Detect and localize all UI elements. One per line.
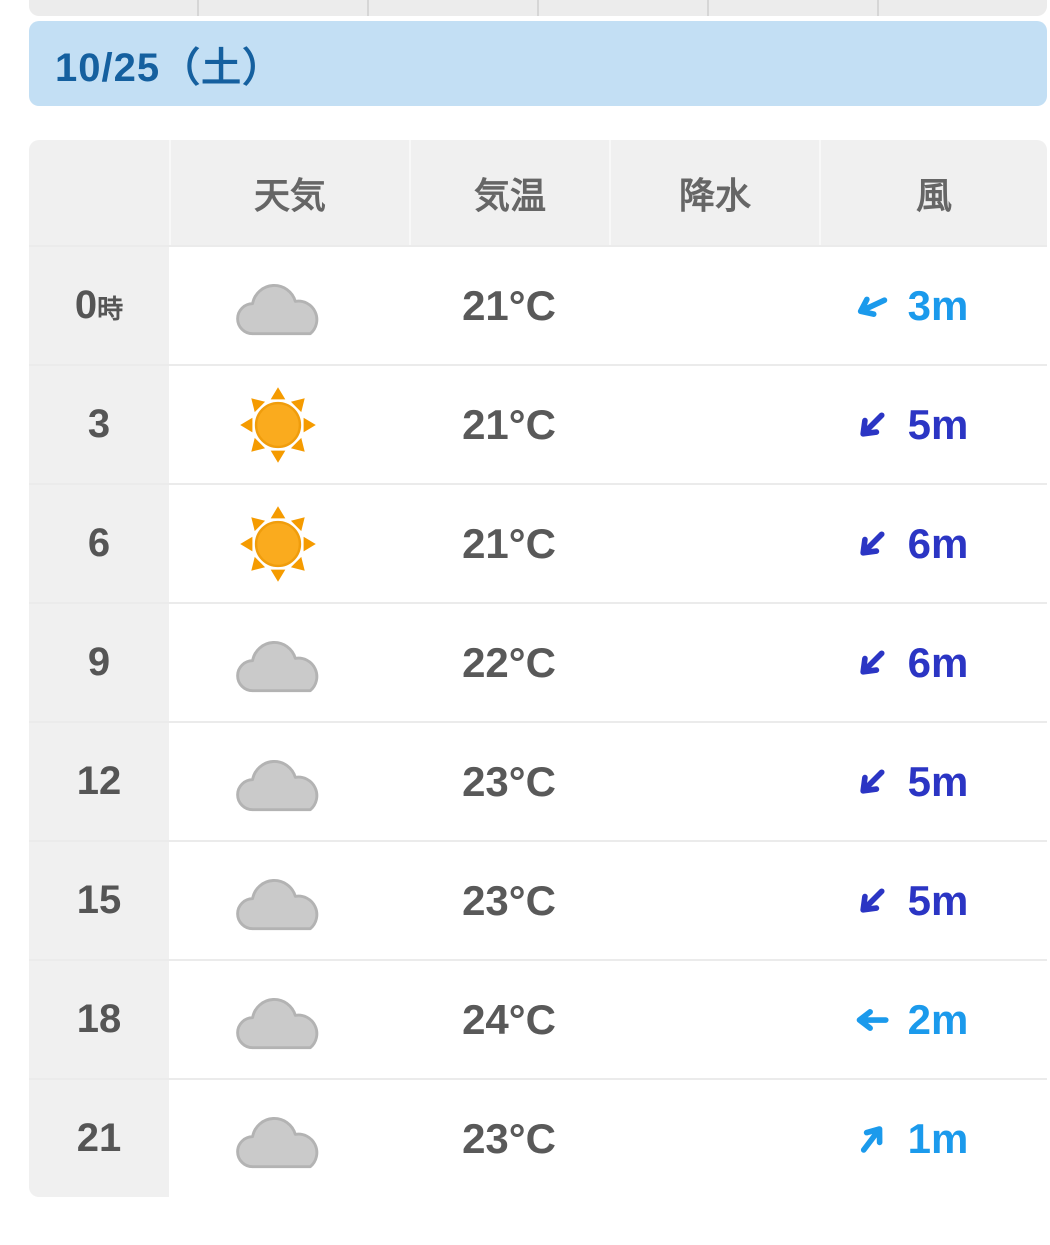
precipitation-value <box>609 366 819 483</box>
header-temperature: 気温 <box>409 140 609 245</box>
temperature-value: 22°C <box>462 638 556 686</box>
hourly-forecast-table: 天気 気温 降水 風 0時 21°C <box>29 140 1047 1197</box>
temperature-value: 23°C <box>462 1114 556 1162</box>
wind-direction-arrow-icon <box>859 530 885 556</box>
header-weather: 天気 <box>169 140 409 245</box>
time-cell: 0時 <box>29 247 169 364</box>
forecast-row: 12 23°C 5m <box>29 721 1047 840</box>
time-label: 21 <box>76 1116 122 1160</box>
time-label: 3 <box>87 402 111 446</box>
cloudy-icon <box>236 997 319 1049</box>
time-label: 9 <box>87 640 111 684</box>
precipitation-value <box>609 485 819 602</box>
wind-cell: 6m <box>819 485 1047 602</box>
precipitation-value <box>609 961 819 1078</box>
forecast-row: 18 24°C 2m <box>29 959 1047 1078</box>
temperature-value: 21°C <box>462 400 556 448</box>
previous-table-cell <box>707 0 877 16</box>
time-cell: 12 <box>29 723 169 840</box>
table-header-row: 天気 気温 降水 風 <box>29 140 1047 245</box>
wind-speed-value: 5m <box>907 876 969 924</box>
previous-table-bottom-edge <box>29 0 1047 16</box>
wind-direction-arrow-icon <box>859 649 885 675</box>
date-label: 10/25（土） <box>55 45 284 90</box>
temperature-value: 23°C <box>462 876 556 924</box>
forecast-row: 15 23°C 5m <box>29 840 1047 959</box>
temperature-value: 23°C <box>462 757 556 805</box>
wind-cell: 5m <box>819 366 1047 483</box>
weather-cell <box>169 604 409 721</box>
header-wind: 風 <box>819 140 1047 245</box>
cloudy-icon <box>236 878 319 930</box>
wind-speed-value: 5m <box>907 400 969 448</box>
time-cell: 6 <box>29 485 169 602</box>
time-label: 18 <box>76 997 122 1041</box>
previous-table-cell <box>197 0 367 16</box>
sunny-icon <box>240 386 316 463</box>
wind-speed-value: 2m <box>907 995 969 1043</box>
wind-cell: 6m <box>819 604 1047 721</box>
wind-direction-arrow-icon <box>860 1125 883 1153</box>
header-precipitation: 降水 <box>609 140 819 245</box>
wind-direction-arrow-icon <box>857 296 887 317</box>
forecast-row: 3 21°C 5m <box>29 364 1047 483</box>
temperature-value: 24°C <box>462 995 556 1043</box>
sunny-icon <box>240 505 316 582</box>
weather-cell <box>169 961 409 1078</box>
wind-direction-arrow-icon <box>856 1008 889 1031</box>
header-time <box>29 140 169 245</box>
time-label: 12 <box>76 759 122 803</box>
weather-cell <box>169 247 409 364</box>
table-body: 0時 21°C 3m <box>29 245 1047 1197</box>
weather-cell <box>169 1080 409 1197</box>
temperature-value: 21°C <box>462 281 556 329</box>
previous-table-cell <box>367 0 537 16</box>
time-label: 6 <box>87 521 111 565</box>
previous-table-cell <box>537 0 707 16</box>
wind-cell: 5m <box>819 842 1047 959</box>
time-cell: 15 <box>29 842 169 959</box>
wind-cell: 2m <box>819 961 1047 1078</box>
cloudy-icon <box>236 283 319 335</box>
time-cell: 3 <box>29 366 169 483</box>
weather-cell <box>169 485 409 602</box>
cloudy-icon <box>236 1116 319 1168</box>
time-label: 0時 <box>74 283 124 327</box>
precipitation-value <box>609 723 819 840</box>
weather-cell <box>169 842 409 959</box>
weather-cell <box>169 723 409 840</box>
wind-direction-arrow-icon <box>859 768 885 794</box>
wind-speed-value: 6m <box>907 519 969 567</box>
date-header: 10/25（土） <box>29 21 1047 106</box>
precipitation-value <box>609 247 819 364</box>
precipitation-value <box>609 842 819 959</box>
wind-cell: 5m <box>819 723 1047 840</box>
precipitation-value <box>609 1080 819 1197</box>
cloudy-icon <box>236 640 319 692</box>
previous-table-cell <box>877 0 1047 16</box>
forecast-row: 21 23°C 1m <box>29 1078 1047 1197</box>
wind-direction-arrow-icon <box>859 411 885 437</box>
wind-speed-value: 1m <box>907 1114 969 1162</box>
forecast-row: 6 21°C 6m <box>29 483 1047 602</box>
time-label: 15 <box>76 878 122 922</box>
time-cell: 18 <box>29 961 169 1078</box>
wind-cell: 1m <box>819 1080 1047 1197</box>
forecast-row: 0時 21°C 3m <box>29 245 1047 364</box>
cloudy-icon <box>236 759 319 811</box>
weather-cell <box>169 366 409 483</box>
previous-table-cell <box>29 0 197 16</box>
time-cell: 21 <box>29 1080 169 1197</box>
temperature-value: 21°C <box>462 519 556 567</box>
forecast-row: 9 22°C 6m <box>29 602 1047 721</box>
wind-speed-value: 5m <box>907 757 969 805</box>
wind-speed-value: 6m <box>907 638 969 686</box>
wind-cell: 3m <box>819 247 1047 364</box>
wind-speed-value: 3m <box>907 281 969 329</box>
wind-direction-arrow-icon <box>859 887 885 913</box>
time-cell: 9 <box>29 604 169 721</box>
precipitation-value <box>609 604 819 721</box>
